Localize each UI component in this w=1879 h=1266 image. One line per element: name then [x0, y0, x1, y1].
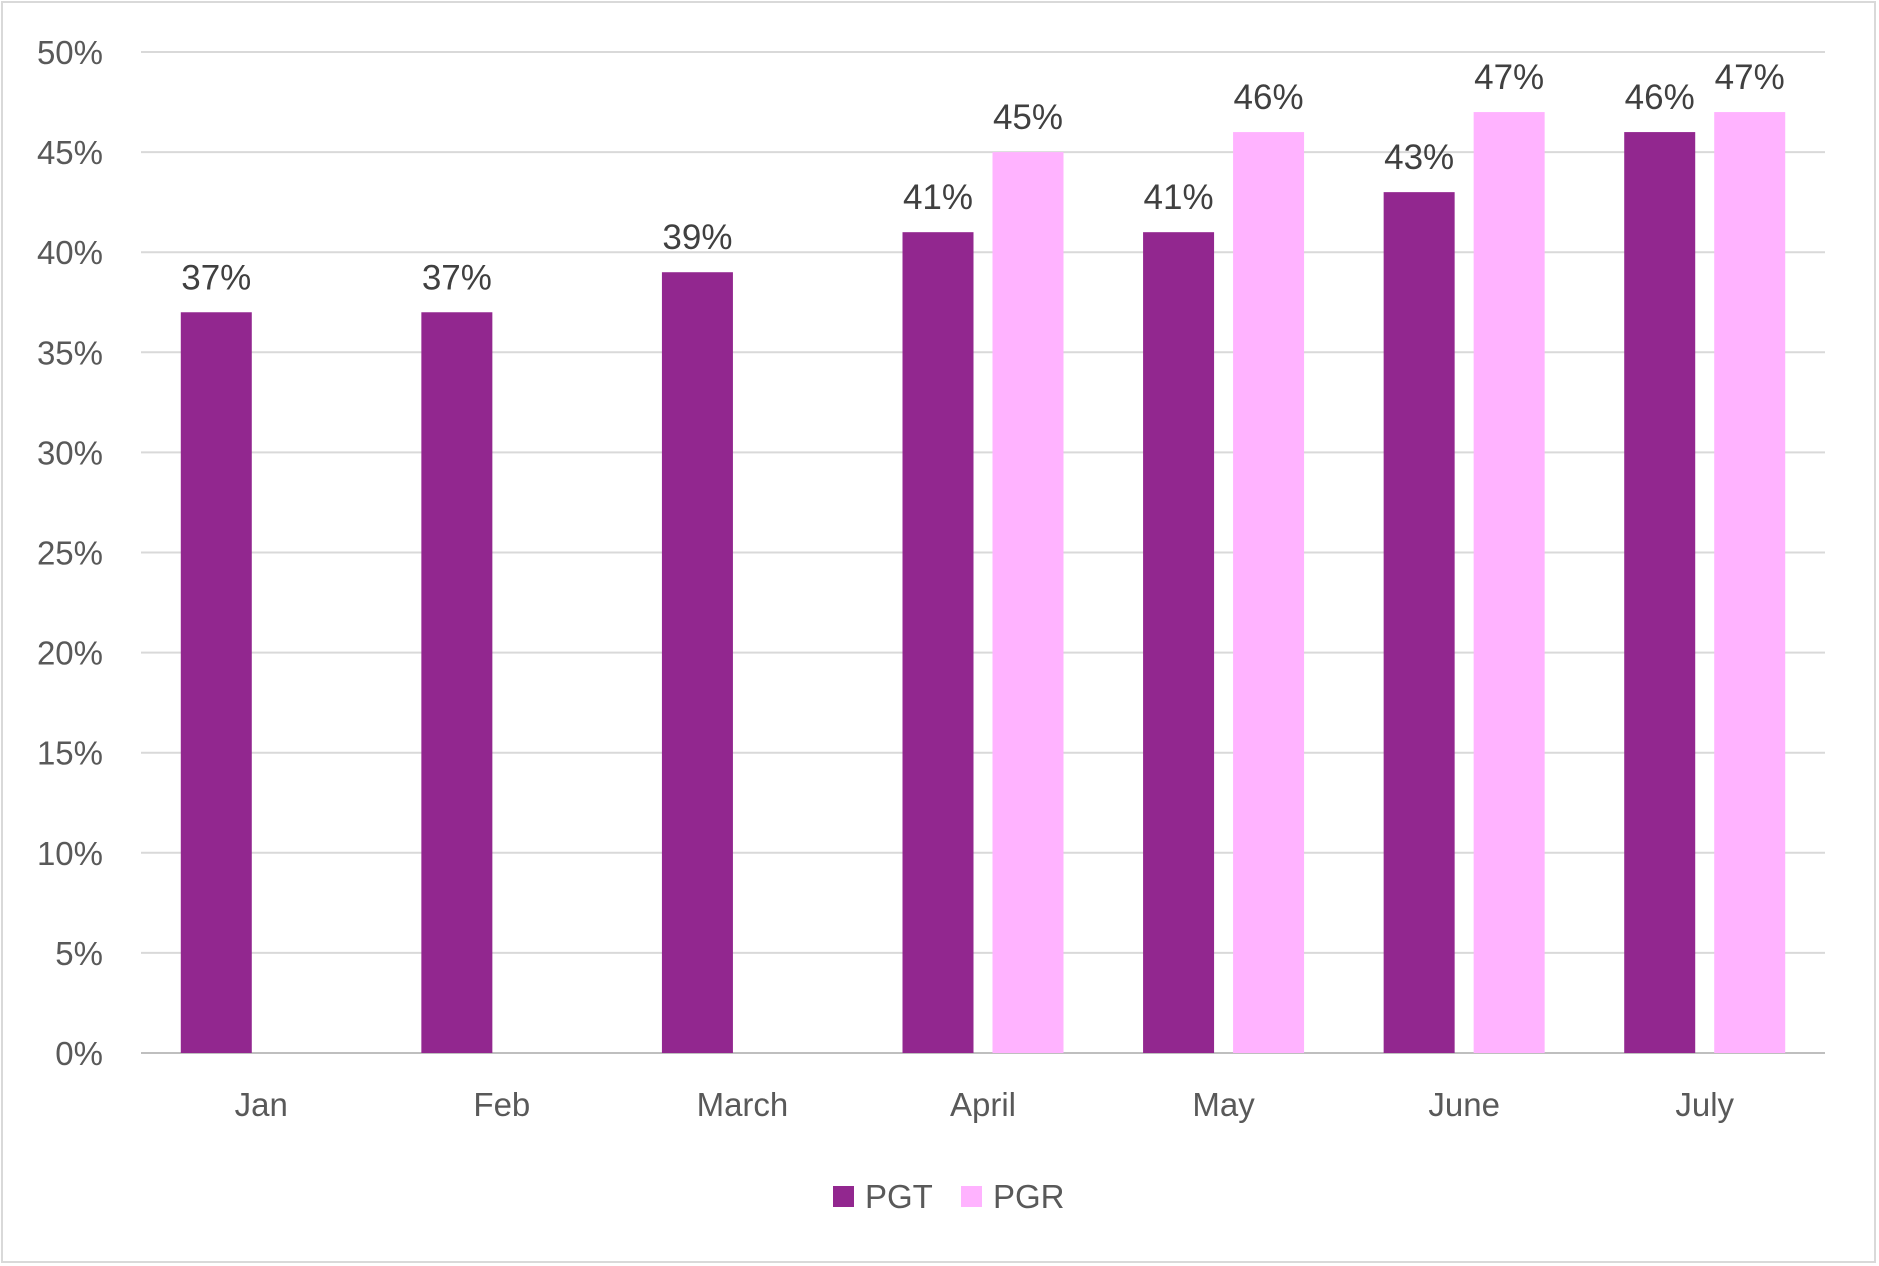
x-tick-label: Jan: [235, 1086, 288, 1123]
data-label-pgt-may: 41%: [1144, 178, 1214, 217]
bar-pgr-april: [992, 152, 1064, 1054]
data-label-pgt-feb: 37%: [422, 258, 492, 297]
data-label-pgr-july: 47%: [1715, 58, 1785, 97]
bar-pgt-jan: [180, 312, 252, 1053]
data-label-pgr-june: 47%: [1474, 58, 1544, 97]
y-tick-label: 30%: [37, 434, 103, 471]
y-tick-label: 50%: [37, 34, 103, 71]
x-tick-label: March: [697, 1086, 789, 1123]
y-tick-label: 15%: [37, 735, 103, 772]
bar-pgt-july: [1624, 132, 1696, 1053]
y-tick-label: 0%: [55, 1035, 103, 1072]
bar-pgt-april: [902, 232, 974, 1053]
legend: PGT PGR: [833, 1178, 1065, 1215]
data-label-pgr-may: 46%: [1234, 78, 1304, 117]
y-tick-label: 35%: [37, 334, 103, 371]
bar-pgr-june: [1473, 112, 1545, 1053]
y-tick-label: 25%: [37, 535, 103, 572]
y-tick-label: 5%: [55, 935, 103, 972]
bar-pgr-july: [1714, 112, 1786, 1053]
x-tick-label: July: [1675, 1086, 1734, 1123]
x-tick-label: May: [1192, 1086, 1255, 1123]
legend-label-pgt: PGT: [865, 1178, 933, 1215]
data-label-pgt-july: 46%: [1625, 78, 1695, 117]
data-label-pgr-april: 45%: [993, 98, 1063, 137]
y-tick-label: 10%: [37, 835, 103, 872]
x-tick-label: April: [950, 1086, 1016, 1123]
x-tick-label: June: [1428, 1086, 1500, 1123]
y-axis-tick-labels: 0% 5% 10% 15% 20% 25% 30% 35% 40% 45% 50%: [37, 34, 103, 1072]
data-label-pgt-march: 39%: [662, 218, 732, 257]
data-label-pgt-june: 43%: [1384, 138, 1454, 177]
bars: [180, 112, 1786, 1054]
bar-pgr-may: [1233, 132, 1305, 1053]
bar-pgt-june: [1383, 192, 1455, 1053]
legend-swatch-pgr: [961, 1186, 982, 1207]
data-labels: 37% 37% 39% 41% 45% 41% 46% 43% 47% 46% 47%: [181, 58, 1784, 297]
y-tick-label: 40%: [37, 234, 103, 271]
x-axis-tick-labels: Jan Feb March April May June July: [235, 1086, 1735, 1123]
bar-pgt-march: [661, 272, 733, 1054]
legend-swatch-pgt: [833, 1186, 854, 1207]
data-label-pgt-april: 41%: [903, 178, 973, 217]
x-tick-label: Feb: [473, 1086, 530, 1123]
legend-label-pgr: PGR: [993, 1178, 1065, 1215]
gridlines: [141, 51, 1825, 1054]
bar-pgt-may: [1143, 232, 1215, 1053]
bar-pgt-feb: [421, 312, 493, 1053]
y-tick-label: 45%: [37, 134, 103, 171]
y-tick-label: 20%: [37, 635, 103, 672]
data-label-pgt-jan: 37%: [181, 258, 251, 297]
